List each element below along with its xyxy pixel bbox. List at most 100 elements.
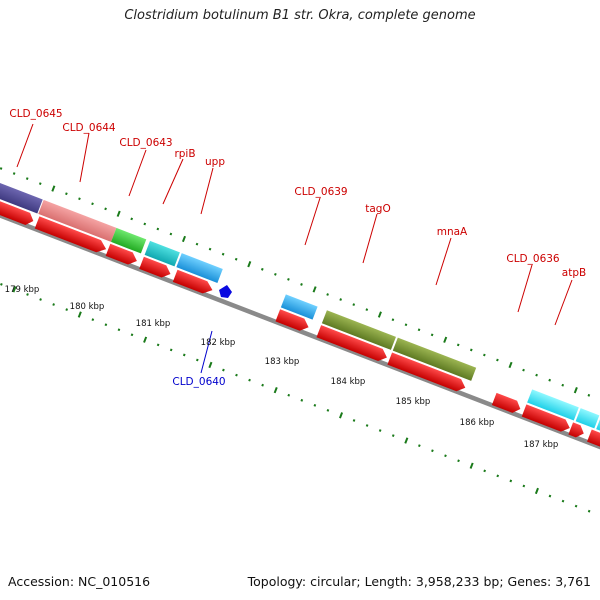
minor-tick	[313, 403, 317, 407]
gene-label-cld-0639[interactable]: CLD_0639	[294, 186, 347, 198]
minor-tick	[535, 373, 538, 377]
major-tick	[404, 437, 409, 444]
minor-tick	[91, 202, 94, 206]
minor-tick	[91, 318, 95, 322]
gene-label-mnaa[interactable]: mnaA	[437, 226, 468, 238]
feature-box	[527, 389, 579, 421]
major-tick	[12, 286, 17, 293]
gene-label-atpb[interactable]: atpB	[562, 267, 586, 279]
minor-tick	[300, 398, 304, 402]
major-tick	[573, 387, 578, 394]
minor-tick	[496, 358, 499, 362]
genome-backbone	[0, 202, 600, 466]
cds-arrow	[172, 269, 213, 294]
minor-tick	[365, 308, 369, 312]
major-tick	[51, 185, 56, 192]
minor-tick	[38, 182, 42, 186]
feature-box	[575, 408, 600, 429]
scale-labels: 179 kbp 180 kbp 181 kbp 182 kbp 183 kbp …	[5, 285, 559, 450]
minor-tick	[261, 383, 264, 387]
major-tick	[116, 210, 121, 217]
minor-tick	[430, 333, 434, 337]
major-tick	[377, 311, 382, 318]
minor-tick	[561, 383, 565, 387]
minor-tick	[156, 343, 160, 347]
genome-track	[0, 167, 600, 513]
minor-tick	[25, 177, 29, 180]
gene-label-tago[interactable]: tagO	[365, 203, 390, 215]
minor-tick	[483, 469, 486, 473]
leader-line	[128, 149, 147, 197]
minor-tick	[574, 504, 578, 508]
major-tick	[312, 286, 317, 293]
cds-arrow	[587, 429, 600, 457]
minor-tick	[444, 454, 447, 458]
major-tick	[469, 462, 474, 469]
minor-tick	[496, 474, 500, 478]
minor-tick	[65, 192, 68, 196]
label-leader-lines	[16, 123, 573, 374]
minor-tick	[182, 353, 186, 357]
genome-title: Clostridium botulinum B1 str. Okra, comp…	[124, 8, 476, 23]
minor-tick	[418, 444, 421, 448]
scale-label: 179 kbp	[5, 285, 40, 295]
minor-tick	[195, 242, 199, 246]
scale-label: 182 kbp	[201, 338, 236, 348]
reverse-feature-marker	[219, 285, 232, 298]
leader-line	[554, 279, 573, 326]
gene-label-cld-0640[interactable]: CLD_0640	[172, 376, 225, 388]
scale-label: 186 kbp	[460, 418, 495, 428]
feature-boxes	[0, 179, 600, 440]
feature-box	[38, 199, 117, 242]
minor-tick	[352, 303, 356, 306]
minor-tick	[260, 267, 264, 271]
minor-tick	[0, 167, 3, 170]
feature-box	[176, 253, 223, 283]
gene-label-cld-0644[interactable]: CLD_0644	[62, 122, 116, 134]
leader-line	[435, 237, 452, 286]
gene-label-cld-0643[interactable]: CLD_0643	[119, 137, 172, 149]
minor-tick	[287, 278, 290, 281]
minor-tick	[274, 272, 277, 276]
minor-tick	[143, 222, 147, 226]
cds-arrow	[387, 352, 466, 392]
minor-tick	[195, 358, 199, 362]
minor-tick	[378, 429, 382, 432]
minor-tick	[326, 409, 330, 412]
gene-label-cld-0645[interactable]: CLD_0645	[9, 108, 62, 120]
leader-line	[304, 197, 321, 246]
minor-tick	[561, 499, 565, 503]
scale-label: 183 kbp	[265, 357, 300, 367]
feature-box	[144, 240, 180, 267]
minor-tick	[457, 459, 460, 463]
outer-tick-ring	[0, 167, 591, 397]
minor-tick	[221, 252, 225, 256]
gene-label-upp[interactable]: upp	[205, 156, 225, 168]
minor-tick	[104, 323, 108, 327]
scale-label: 180 kbp	[70, 302, 105, 312]
major-tick	[247, 261, 252, 268]
gene-labels: CLD_0645 CLD_0644 CLD_0643 rpiB upp CLD_…	[9, 108, 586, 388]
gene-label-cld-0636[interactable]: CLD_0636	[506, 253, 560, 265]
minor-tick	[248, 378, 251, 382]
minor-tick	[287, 393, 291, 397]
major-tick	[534, 487, 539, 495]
minor-tick	[522, 368, 525, 372]
minor-tick	[104, 207, 107, 211]
minor-tick	[391, 434, 395, 437]
minor-tick	[404, 323, 408, 327]
minor-tick	[65, 308, 69, 311]
cds-arrow	[0, 193, 34, 225]
minor-tick	[52, 303, 55, 306]
feature-box	[280, 294, 318, 320]
gene-label-rpib[interactable]: rpiB	[174, 148, 195, 160]
major-tick	[508, 361, 513, 369]
cds-arrow	[139, 256, 171, 278]
genome-summary-text: Topology: circular; Length: 3,958,233 bp…	[247, 574, 591, 589]
minor-tick	[117, 328, 121, 332]
feature-box	[0, 179, 43, 214]
cds-arrow	[34, 216, 107, 253]
minor-tick	[587, 393, 591, 397]
cds-arrow	[491, 392, 521, 413]
